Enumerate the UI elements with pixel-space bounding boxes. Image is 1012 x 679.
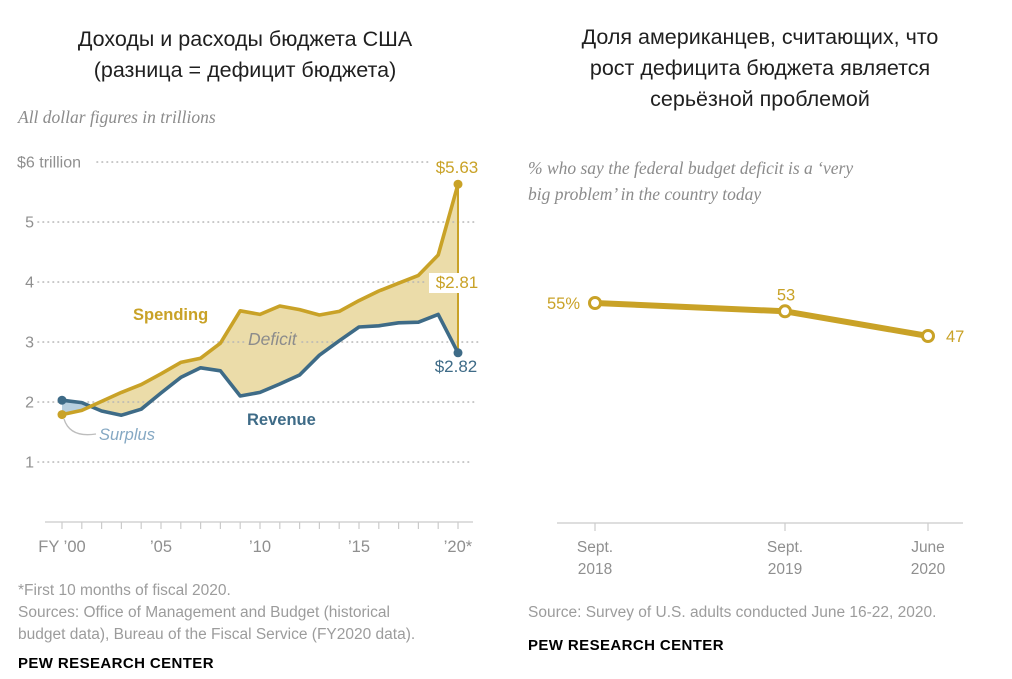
- x-tick-label-line2: 2019: [768, 561, 802, 578]
- data-point-marker: [778, 304, 792, 319]
- spending-start-dot: [57, 410, 67, 420]
- right-source: Source: Survey of U.S. adults conducted …: [528, 604, 937, 621]
- x-tick-label-line1: Sept.: [767, 539, 803, 556]
- point-label-2018: 55%: [547, 295, 580, 313]
- right-title-line-2: рост дефицита бюджета является: [589, 56, 931, 80]
- x-tick-label: ’20*: [444, 538, 473, 556]
- left-title-line-2: (разница = дефицит бюджета): [93, 58, 397, 82]
- deficit-value-backing: [429, 273, 485, 293]
- y-tick-label: $6 trillion: [17, 155, 81, 172]
- right-chart-subtitle: % who say the federal budget deficit is …: [528, 155, 988, 207]
- area-fills: [62, 184, 458, 416]
- deficit-label: Deficit: [248, 329, 298, 349]
- deficit-area: [90, 184, 458, 416]
- x-tick-label: FY ’00: [38, 538, 85, 556]
- data-point-marker: [588, 296, 602, 310]
- point-label-2019: 53: [777, 286, 795, 304]
- x-tick-label-line2: 2018: [578, 561, 612, 578]
- left-chart-subtitle: All dollar figures in trillions: [18, 107, 216, 127]
- left-chart-title: Доходы и расходы бюджета США (разница = …: [0, 24, 490, 86]
- surplus-label: Surplus: [99, 426, 155, 444]
- y-tick-label: 4: [25, 275, 34, 292]
- left-sources: Sources: Office of Management and Budget…: [18, 604, 416, 643]
- revenue-start-dot: [57, 395, 67, 405]
- y-tick-label: 1: [25, 455, 34, 472]
- right-subtitle-line-1: % who say the federal budget deficit is …: [528, 158, 854, 178]
- spending-end-value: $5.63: [436, 158, 479, 177]
- budget-area-chart: $6 trillion 5 4 3 2 1 FY ’00 ’05 ’10 ’15 ’20* Spend…: [17, 155, 485, 556]
- right-chart-title: Доля американцев, считающих, что рост де…: [510, 22, 1010, 115]
- surplus-pointer-line: [63, 418, 97, 436]
- x-tick-label: ’05: [150, 538, 172, 556]
- revenue-end-value: $2.82: [435, 357, 478, 376]
- deficit-end-value: $2.81: [436, 273, 479, 292]
- opinion-line-chart: Sept. 2018 Sept. 2019 June 2020 55% 53 47: [547, 286, 964, 578]
- spending-label: Spending: [133, 306, 208, 324]
- x-tick-label: ’10: [249, 538, 271, 556]
- revenue-label: Revenue: [247, 411, 316, 429]
- y-gridlines: $6 trillion 5 4 3 2 1: [17, 155, 479, 472]
- x-axis: Sept. 2018 Sept. 2019 June 2020: [557, 522, 963, 578]
- right-brand: PEW RESEARCH CENTER: [528, 637, 724, 654]
- x-axis: FY ’00 ’05 ’10 ’15 ’20*: [38, 521, 473, 556]
- x-tick-label-line2: 2020: [911, 561, 946, 578]
- point-label-2020: 47: [946, 328, 964, 346]
- y-tick-label: 3: [25, 335, 34, 352]
- revenue-end-dot: [453, 348, 463, 358]
- left-brand: PEW RESEARCH CENTER: [18, 655, 214, 672]
- y-tick-label: 5: [25, 215, 34, 232]
- right-subtitle-line-2: big problem’ in the country today: [528, 184, 762, 204]
- right-title-line-1: Доля американцев, считающих, что: [581, 25, 939, 49]
- trend-line: [594, 300, 929, 339]
- spending-end-dot: [453, 179, 463, 189]
- spending-line: [61, 183, 460, 417]
- x-tick-label-line1: June: [911, 539, 945, 556]
- y-tick-label: 2: [25, 395, 34, 412]
- right-title-line-3: серьёзной проблемой: [650, 87, 870, 111]
- x-tick-label-line1: Sept.: [577, 539, 613, 556]
- data-point-marker: [921, 329, 935, 343]
- x-tick-label: ’15: [348, 538, 370, 556]
- revenue-line: [61, 312, 460, 418]
- left-title-line-1: Доходы и расходы бюджета США: [77, 27, 413, 51]
- left-footnote: *First 10 months of fiscal 2020.: [18, 582, 231, 599]
